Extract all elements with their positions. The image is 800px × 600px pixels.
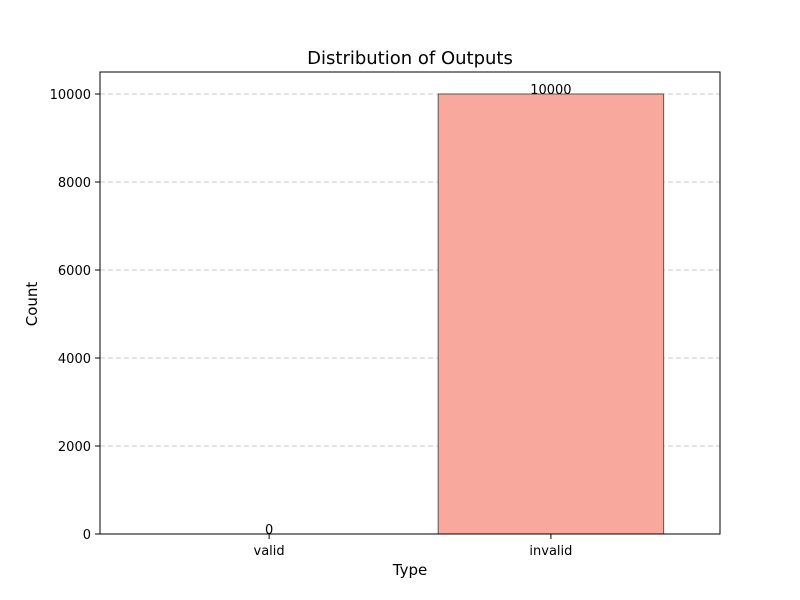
x-tick-label: valid (254, 544, 285, 559)
x-axis-label: Type (392, 561, 427, 579)
y-tick-label: 10000 (50, 88, 91, 103)
data-label-invalid: 10000 (530, 83, 571, 98)
y-axis-ticks: 0 2000 4000 6000 8000 10000 (50, 88, 100, 543)
data-label-valid: 0 (265, 523, 273, 538)
y-axis-label: Count (23, 282, 41, 327)
y-tick-label: 8000 (58, 176, 91, 191)
y-tick-label: 0 (83, 528, 91, 543)
bars (437, 93, 665, 535)
chart-title: Distribution of Outputs (307, 48, 513, 69)
data-labels: 0 10000 (265, 83, 572, 538)
x-tick-label: invalid (529, 544, 572, 559)
x-axis-ticks: valid invalid (254, 534, 572, 559)
bar-invalid (437, 93, 665, 535)
plot-frame (99, 71, 721, 535)
y-tick-label: 4000 (58, 352, 91, 367)
y-tick-label: 6000 (58, 264, 91, 279)
y-tick-label: 2000 (58, 440, 91, 455)
